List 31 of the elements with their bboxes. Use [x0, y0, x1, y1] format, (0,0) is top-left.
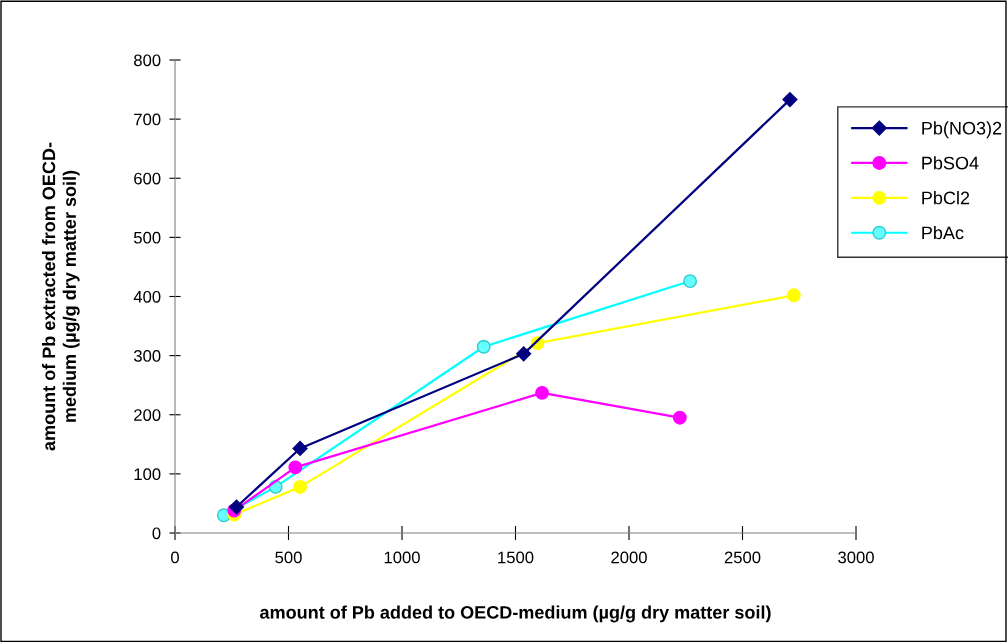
- legend-label: PbSO4: [922, 156, 979, 170]
- x-tick-label: 1500: [498, 551, 534, 564]
- point: [786, 288, 801, 303]
- legend-label: PbCl2: [922, 191, 970, 205]
- y-tick-label: 200: [134, 409, 161, 421]
- y-tick-label: 600: [134, 172, 161, 185]
- point: [288, 460, 303, 475]
- point: [292, 440, 308, 457]
- y-tick-label: 300: [133, 350, 161, 362]
- x-tick-label: 0: [171, 551, 179, 564]
- x-tick-label: 1000: [384, 551, 420, 564]
- x-tick-label: 3000: [838, 551, 874, 564]
- y-tick-label: 500: [133, 231, 161, 244]
- point: [672, 410, 687, 425]
- x-tick-label: 2500: [724, 551, 761, 564]
- x-tick-label: 2000: [611, 551, 647, 564]
- point: [516, 346, 532, 362]
- y-tick-label: 0: [152, 527, 161, 540]
- x-axis-title: amount of Pb added to OECD-medium (µg/g dry matter soil): [260, 605, 771, 623]
- y-tick-label: 800: [134, 54, 161, 67]
- legend-label: PbAc: [922, 225, 964, 240]
- point: [782, 92, 798, 108]
- point: [228, 499, 245, 515]
- point: [293, 479, 308, 494]
- legend-label: Pb(NO3)2: [922, 121, 1002, 139]
- y-axis-title: amount of Pb extracted from OECD-medium (µg/g dry matter soil): [41, 142, 80, 451]
- y-tick-label: 700: [134, 113, 161, 126]
- point: [535, 385, 550, 400]
- y-tick-label: 100: [134, 468, 161, 481]
- x-tick-label: 500: [275, 551, 302, 564]
- y-tick-label: 400: [133, 290, 161, 303]
